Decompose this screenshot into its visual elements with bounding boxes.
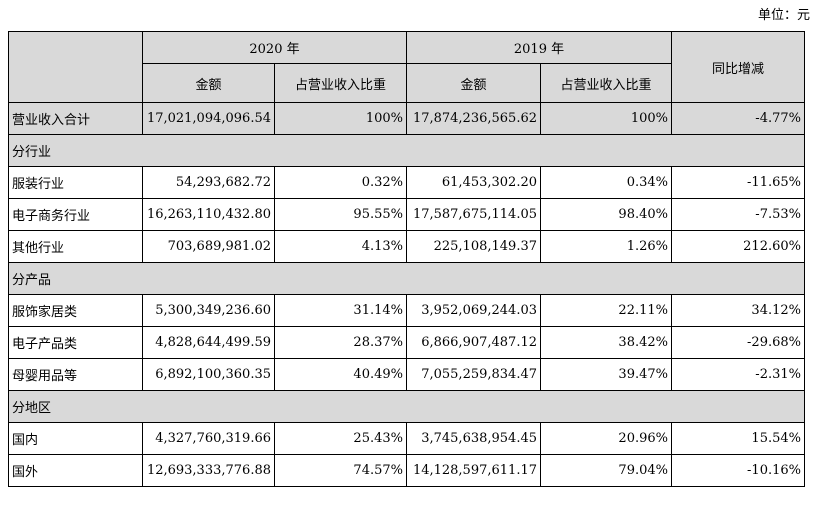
- amount-2019-cell: 17,874,236,565.62: [406, 102, 541, 135]
- unit-label: 单位：元: [757, 8, 810, 23]
- ratio-2020-cell: 0.32%: [274, 166, 407, 199]
- section-header-row: 分行业: [8, 134, 805, 167]
- ratio-2019-cell: 0.34%: [540, 166, 672, 199]
- ratio-2019-cell: 39.47%: [540, 358, 672, 391]
- amount-2020-cell: 12,693,333,776.88: [142, 454, 275, 487]
- amount-2020-cell: 17,021,094,096.54: [142, 102, 275, 135]
- corner-header-cell: [8, 31, 143, 103]
- yoy-cell: -2.31%: [671, 358, 805, 391]
- yoy-cell: 34.12%: [671, 294, 805, 327]
- ratio-2019-header: 占营业收入比重: [540, 63, 672, 103]
- ratio-2019-cell: 38.42%: [540, 326, 672, 359]
- amount-2019-cell: 225,108,149.37: [406, 230, 541, 263]
- yoy-cell: -7.53%: [671, 198, 805, 231]
- amount-2019-cell: 7,055,259,834.47: [406, 358, 541, 391]
- row-label: 国外: [8, 454, 143, 487]
- section-header-row: 分产品: [8, 262, 805, 295]
- ratio-2019-cell: 1.26%: [540, 230, 672, 263]
- amount-2020-cell: 5,300,349,236.60: [142, 294, 275, 327]
- ratio-2020-cell: 40.49%: [274, 358, 407, 391]
- ratio-2020-cell: 95.55%: [274, 198, 407, 231]
- ratio-2019-cell: 20.96%: [540, 422, 672, 455]
- ratio-2019-cell: 22.11%: [540, 294, 672, 327]
- amount-2020-cell: 4,327,760,319.66: [142, 422, 275, 455]
- amount-2020-cell: 4,828,644,499.59: [142, 326, 275, 359]
- row-label: 其他行业: [8, 230, 143, 263]
- section-title: 分产品: [8, 262, 805, 295]
- ratio-2020-cell: 28.37%: [274, 326, 407, 359]
- row-label: 电子产品类: [8, 326, 143, 359]
- amount-2019-cell: 6,866,907,487.12: [406, 326, 541, 359]
- year-2020-header: 2020 年: [142, 31, 407, 64]
- table-row: 服饰家居类 5,300,349,236.60 31.14% 3,952,069,…: [8, 294, 805, 327]
- table-row: 其他行业 703,689,981.02 4.13% 225,108,149.37…: [8, 230, 805, 263]
- amount-2020-header: 金额: [142, 63, 275, 103]
- table-row: 国内 4,327,760,319.66 25.43% 3,745,638,954…: [8, 422, 805, 455]
- year-2019-header: 2019 年: [406, 31, 672, 64]
- amount-2019-cell: 3,745,638,954.45: [406, 422, 541, 455]
- yoy-cell: -11.65%: [671, 166, 805, 199]
- yoy-cell: -29.68%: [671, 326, 805, 359]
- amount-2019-cell: 14,128,597,611.17: [406, 454, 541, 487]
- row-label: 母婴用品等: [8, 358, 143, 391]
- amount-2020-cell: 6,892,100,360.35: [142, 358, 275, 391]
- section-title: 分地区: [8, 390, 805, 423]
- table-row: 电子产品类 4,828,644,499.59 28.37% 6,866,907,…: [8, 326, 805, 359]
- row-label: 服装行业: [8, 166, 143, 199]
- row-label: 国内: [8, 422, 143, 455]
- yoy-cell: 212.60%: [671, 230, 805, 263]
- ratio-2020-cell: 4.13%: [274, 230, 407, 263]
- yoy-header: 同比增减: [671, 31, 805, 103]
- table-row: 国外 12,693,333,776.88 74.57% 14,128,597,6…: [8, 454, 805, 487]
- amount-2020-cell: 703,689,981.02: [142, 230, 275, 263]
- ratio-2019-cell: 100%: [540, 102, 672, 135]
- ratio-2020-header: 占营业收入比重: [274, 63, 407, 103]
- yoy-cell: -4.77%: [671, 102, 805, 135]
- row-label: 服饰家居类: [8, 294, 143, 327]
- revenue-table: 2020 年 2019 年 同比增减 金额 占营业收入比重 金额 占营业收入比重…: [8, 31, 805, 487]
- table-row: 服装行业 54,293,682.72 0.32% 61,453,302.20 0…: [8, 166, 805, 199]
- row-label: 营业收入合计: [8, 102, 143, 135]
- ratio-2020-cell: 31.14%: [274, 294, 407, 327]
- table-row: 营业收入合计 17,021,094,096.54 100% 17,874,236…: [8, 102, 805, 135]
- section-title: 分行业: [8, 134, 805, 167]
- amount-2019-cell: 3,952,069,244.03: [406, 294, 541, 327]
- yoy-cell: -10.16%: [671, 454, 805, 487]
- amount-2019-header: 金额: [406, 63, 541, 103]
- amount-2020-cell: 54,293,682.72: [142, 166, 275, 199]
- amount-2019-cell: 17,587,675,114.05: [406, 198, 541, 231]
- section-header-row: 分地区: [8, 390, 805, 423]
- row-label: 电子商务行业: [8, 198, 143, 231]
- ratio-2020-cell: 100%: [274, 102, 407, 135]
- table-row: 母婴用品等 6,892,100,360.35 40.49% 7,055,259,…: [8, 358, 805, 391]
- ratio-2020-cell: 25.43%: [274, 422, 407, 455]
- amount-2020-cell: 16,263,110,432.80: [142, 198, 275, 231]
- ratio-2020-cell: 74.57%: [274, 454, 407, 487]
- table-row: 电子商务行业 16,263,110,432.80 95.55% 17,587,6…: [8, 198, 805, 231]
- ratio-2019-cell: 98.40%: [540, 198, 672, 231]
- ratio-2019-cell: 79.04%: [540, 454, 672, 487]
- yoy-cell: 15.54%: [671, 422, 805, 455]
- amount-2019-cell: 61,453,302.20: [406, 166, 541, 199]
